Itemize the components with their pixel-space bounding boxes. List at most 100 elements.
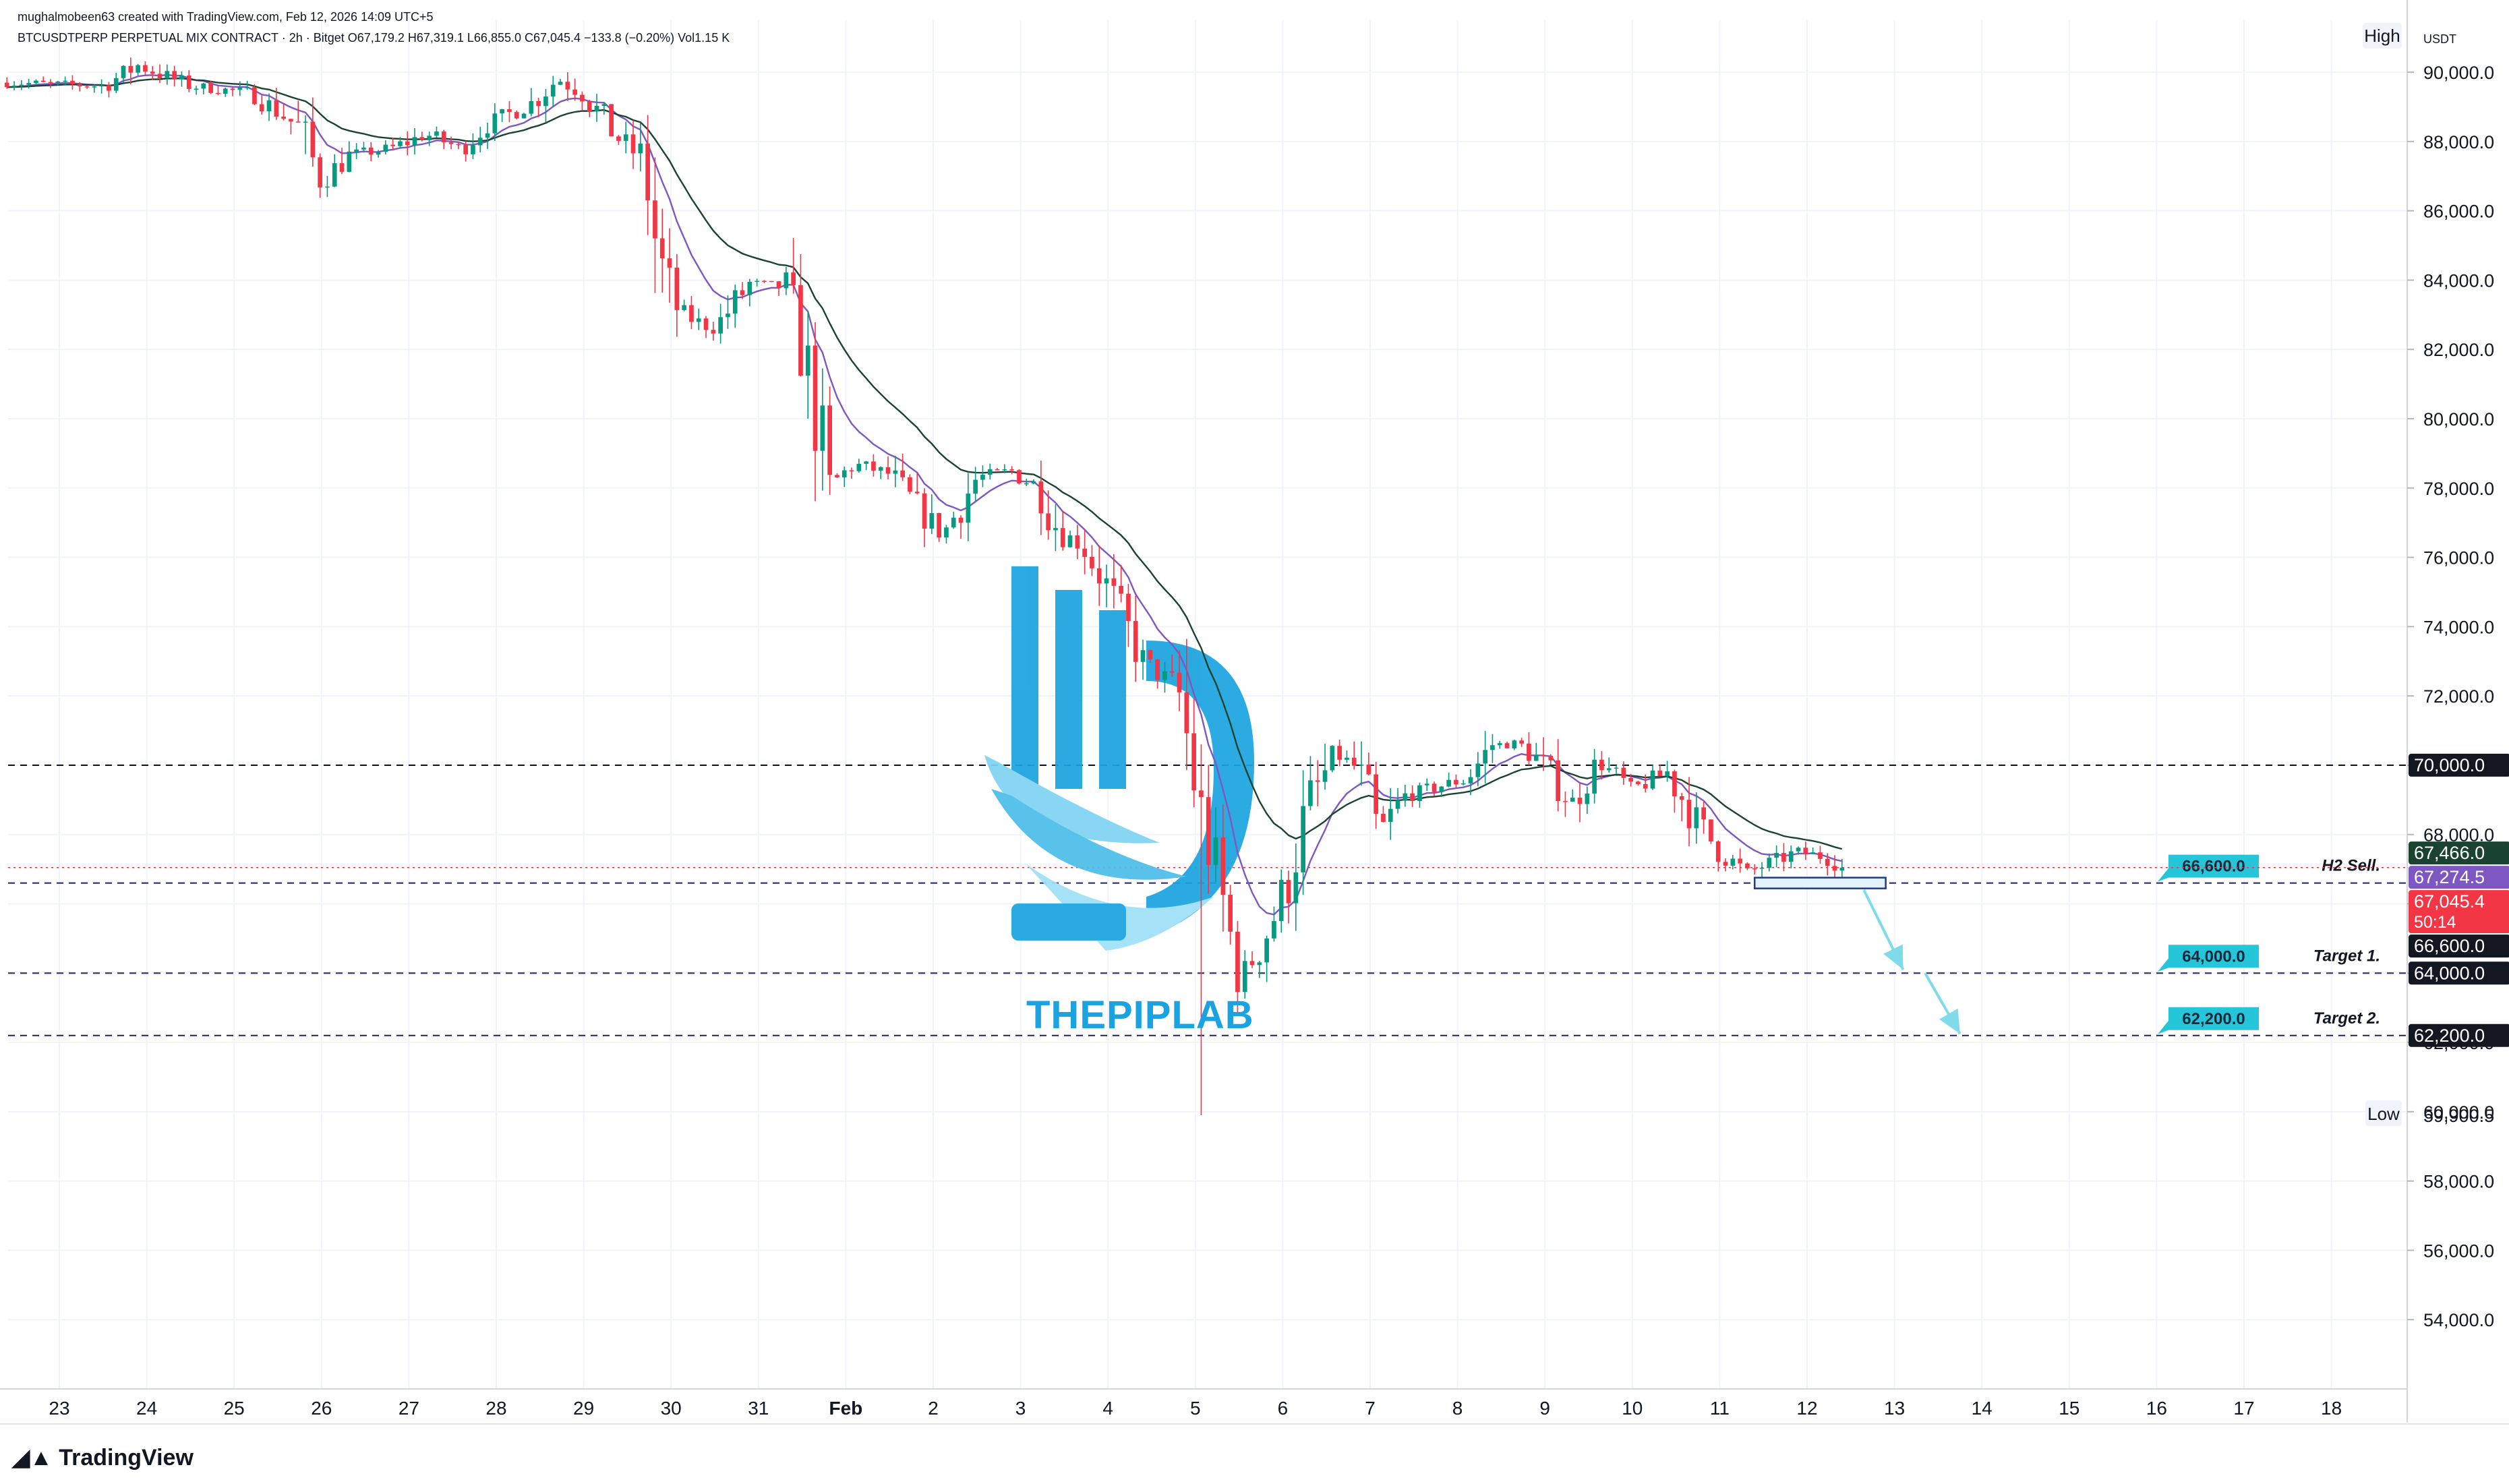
candle-body [638,143,643,154]
candle-body [1519,740,1524,744]
candle-body [92,86,97,88]
price-badge-bg [2409,866,2509,889]
level-tag: 62,200.0 [2158,1007,2259,1034]
price-tick-label: 72,000.0 [2423,686,2494,707]
candle-body [1483,750,1487,764]
candle-body [318,157,322,187]
time-tick-label: 3 [1015,1398,1026,1419]
price-badge: 62,200.0 [2409,1023,2509,1047]
candle-body [1140,650,1146,662]
candle-body [791,272,796,285]
candle-body [186,76,191,89]
low-value-text: 59,900.5 [2423,1106,2494,1126]
candle-body [201,83,206,89]
level-label: H2 Sell. [2322,857,2380,875]
candle-body [1060,528,1065,547]
candle-body [616,136,621,141]
candle-body [507,109,512,113]
candle-body [405,141,410,146]
time-tick-label: 5 [1190,1398,1201,1419]
level-tag: 66,600.0 [2158,854,2259,882]
candle-body [1767,858,1772,868]
candle-body [500,109,504,114]
candle-body [1686,800,1692,829]
projection-arrow-2 [1924,972,1961,1035]
candle-body [1548,755,1554,761]
candle-body [1788,851,1794,862]
candle-body [398,141,403,146]
time-tick-label: 30 [661,1398,682,1419]
candle-body [1002,469,1007,471]
tradingview-brand-text: TradingView [59,1445,194,1471]
candle-body [572,89,577,95]
price-axis[interactable]: 54,000.056,000.058,000.060,000.062,000.0… [2363,0,2509,1423]
candle-body [1556,760,1560,802]
candle-body [84,86,90,88]
candle-body [1228,895,1233,932]
candle-body [966,494,971,523]
candle-body [1606,768,1612,771]
price-badge: 67,274.5 [2409,866,2509,889]
candle-body [689,305,694,322]
price-badge-text: 67,274.5 [2414,867,2485,887]
candle-body [922,493,927,529]
candle-body [703,318,709,330]
candle-body [347,152,352,172]
high-label-bg [2363,23,2402,49]
time-axis[interactable]: 23 24 25 26 27 28 29 30 31 Feb 2 3 4 5 6 7 8 9 10 11 12 13 14 1… [0,1388,2509,1425]
candle-body [580,94,585,102]
candle-body [1322,770,1328,782]
candle-body [1272,921,1276,939]
candle-body [914,492,920,494]
price-tick-label: 78,000.0 [2423,479,2494,499]
candle-body [1839,867,1845,871]
candle-body [70,80,75,84]
candle-body [289,119,293,122]
price-tick-label: 58,000.0 [2423,1172,2494,1192]
candle-body [1119,585,1123,594]
candle-body [1126,593,1131,622]
candle-body [376,151,381,155]
candle-body [128,65,134,73]
candle-body [1614,767,1619,769]
candle-body [529,100,534,114]
candle-body [1701,807,1706,820]
candlestick-series [4,57,1845,1115]
candle-body [1286,880,1291,903]
price-badge: 66,600.0 [2409,934,2509,958]
candle-body [667,258,672,268]
candle-body [871,461,876,471]
candle-body [893,470,898,474]
price-badge-text: 70,000.0 [2414,755,2485,775]
candle-body [1111,578,1117,586]
candle-body [303,121,308,123]
time-tick-label: 14 [1972,1398,1993,1419]
tradingview-logo[interactable]: ◢▲ TradingView [12,1444,194,1471]
candle-body [601,104,607,107]
candle-body [696,318,701,322]
candle-body [521,113,527,119]
time-tick-label: 24 [136,1398,157,1419]
candle-body [113,78,119,91]
candle-body [1738,858,1742,864]
drawing-tools[interactable] [0,686,1961,1035]
time-tick-label: Feb [829,1398,863,1419]
candle-body [653,200,657,239]
candle-body [368,147,374,155]
candle-body [1431,783,1437,792]
candle-body [208,83,213,93]
projection-arrow-1 [1862,889,1905,971]
candle-body [1592,759,1597,794]
candle-body [1657,770,1663,777]
candle-body [1454,779,1458,785]
candle-body [34,80,38,84]
candle-body [1475,763,1481,777]
watermark-text: THEPIPLAB [1026,993,1254,1037]
candle-body [172,71,177,80]
candle-body [944,527,949,538]
candle-body [609,104,614,137]
candle-body [827,405,832,475]
time-tick-label: 29 [573,1398,594,1419]
horizontal-levels[interactable]: H2 Sell. 66,600.0 Target 1. 64,000.0 Target … [8,764,2406,1036]
